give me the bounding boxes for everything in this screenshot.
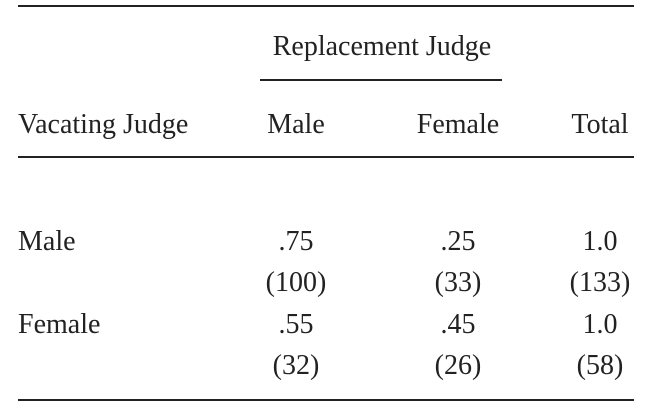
share-cell: .55 xyxy=(279,309,314,340)
group-header: Replacement Judge xyxy=(273,31,491,62)
share-cell: .25 xyxy=(441,226,476,257)
row-label: Female xyxy=(18,309,100,340)
share-cell: 1.0 xyxy=(583,309,618,340)
count-cell: (100) xyxy=(266,267,327,298)
share-cell: 1.0 xyxy=(583,226,618,257)
column-header: Male xyxy=(267,109,325,140)
count-cell: (58) xyxy=(577,350,624,381)
count-cell: (26) xyxy=(435,350,482,381)
share-cell: .45 xyxy=(441,309,476,340)
column-header: Vacating Judge xyxy=(18,109,188,140)
column-header: Total xyxy=(571,109,628,140)
share-cell: .75 xyxy=(279,226,314,257)
count-cell: (33) xyxy=(435,267,482,298)
count-cell: (32) xyxy=(273,350,320,381)
count-cell: (133) xyxy=(570,267,631,298)
row-label: Male xyxy=(18,226,76,257)
column-header: Female xyxy=(417,109,499,140)
